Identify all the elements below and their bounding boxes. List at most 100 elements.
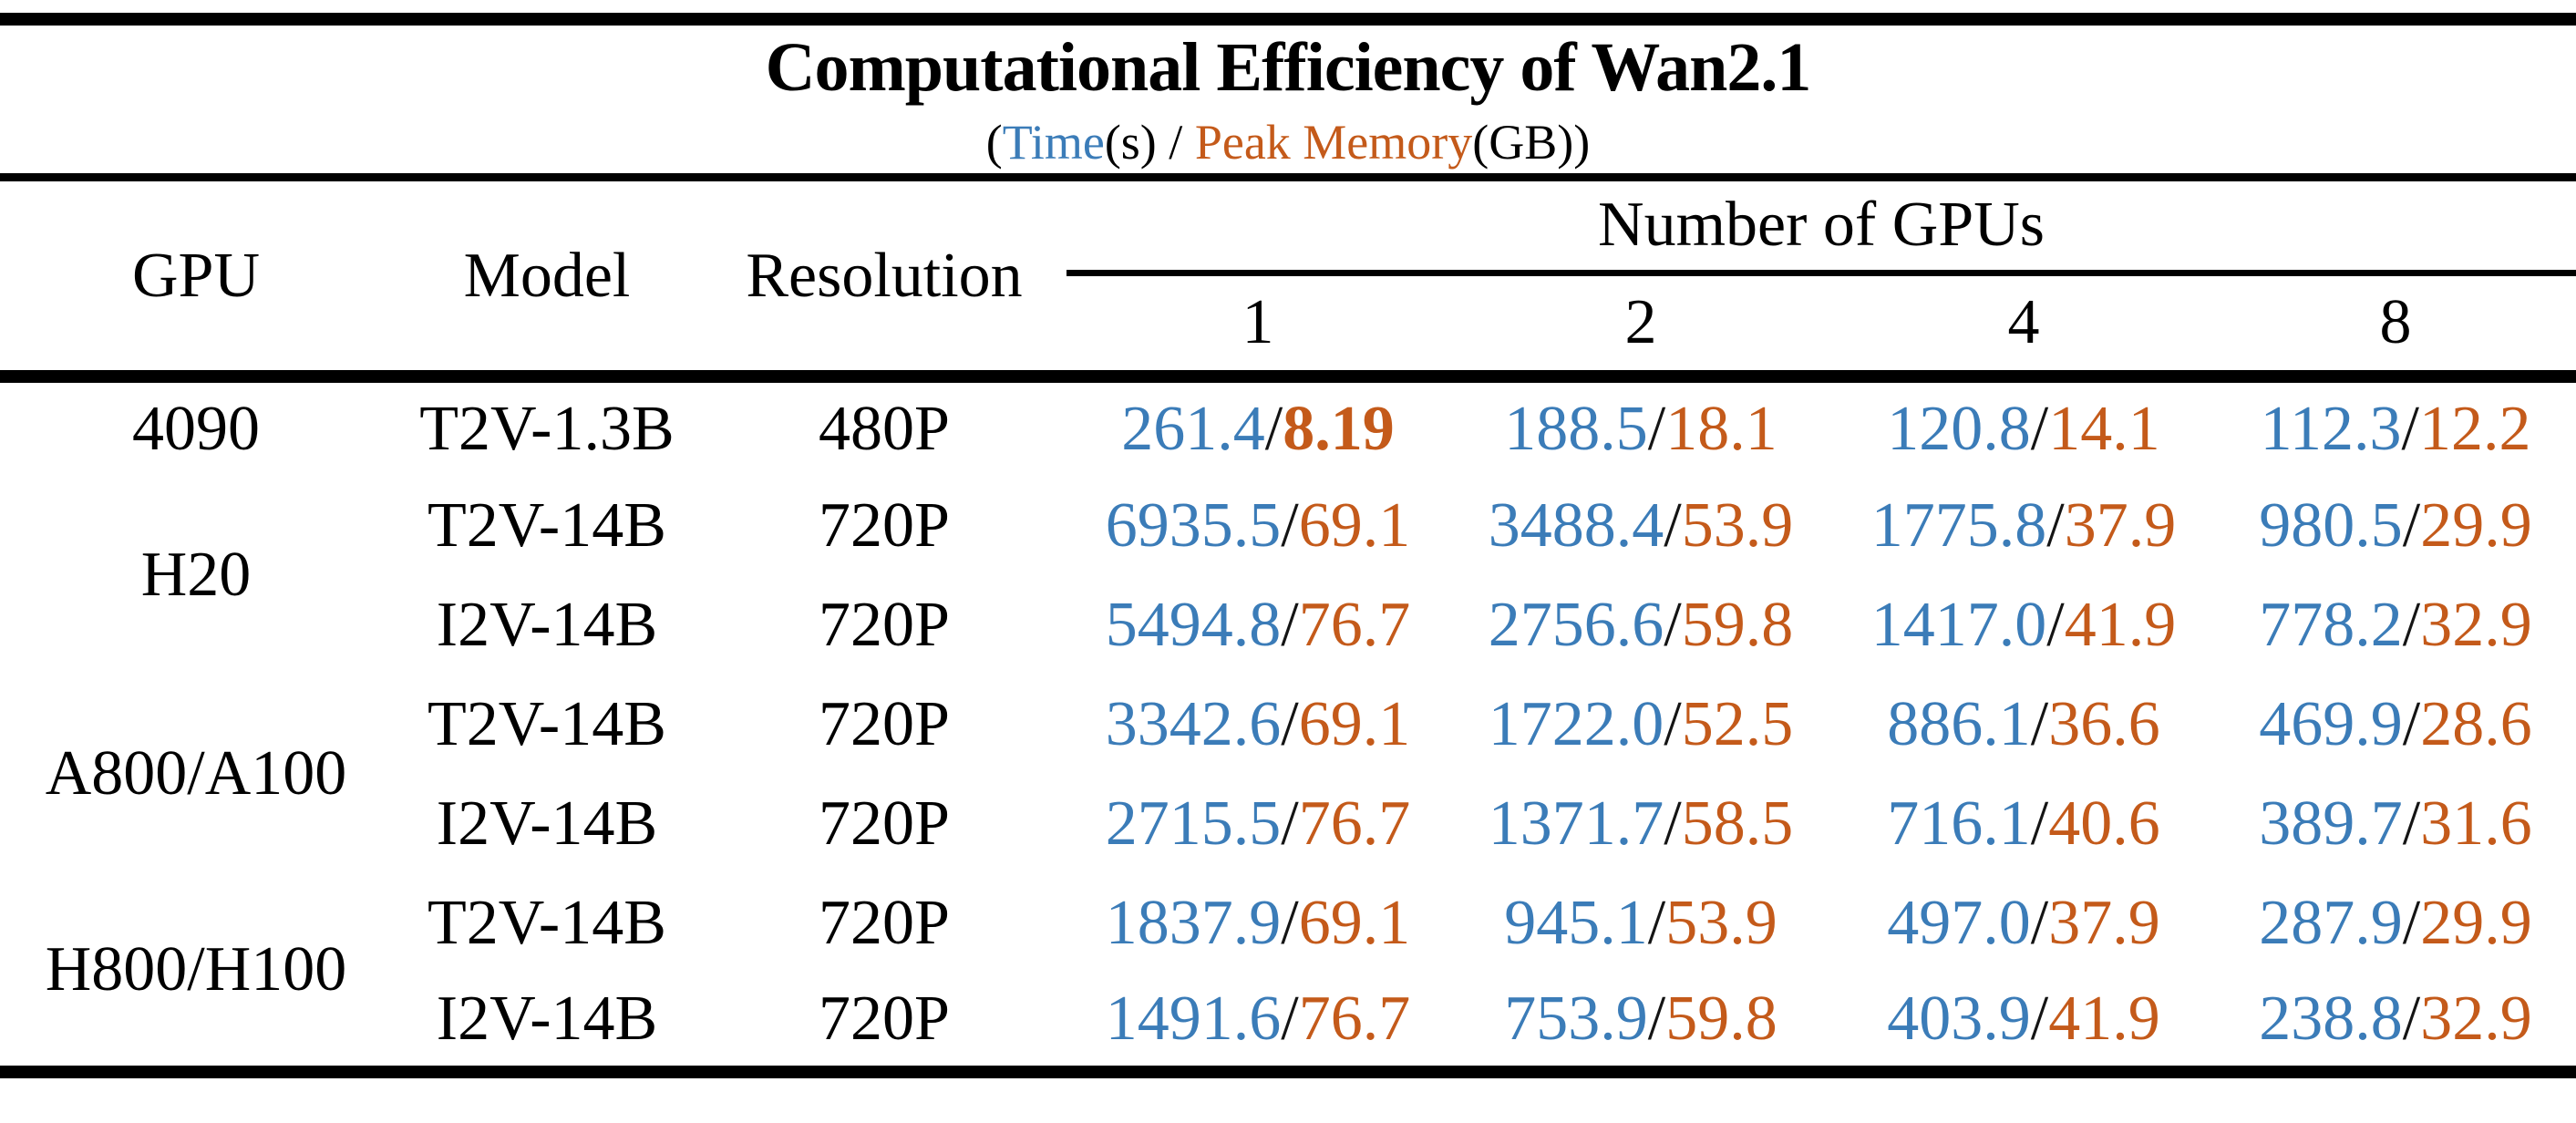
- metric-cell: 1371.7/58.5: [1449, 774, 1832, 873]
- cell-model: T2V-14B: [428, 489, 666, 561]
- memory-value: 40.6: [2048, 788, 2160, 859]
- memory-value: 59.8: [1681, 589, 1794, 660]
- slash-separator: /: [2030, 984, 2049, 1054]
- header-model: Model: [463, 240, 631, 311]
- time-value: 3342.6: [1105, 688, 1282, 759]
- header-gpu-count-8: 8: [2379, 287, 2412, 358]
- cell-model: I2V-14B: [436, 788, 658, 859]
- memory-value: 76.7: [1298, 984, 1411, 1054]
- metric-cell: 497.0/37.9: [1832, 873, 2215, 973]
- memory-value: 14.1: [2048, 394, 2160, 464]
- memory-value: 12.2: [2418, 394, 2531, 464]
- time-unit-label: (s): [1104, 114, 1157, 170]
- time-value: 1837.9: [1105, 887, 1282, 958]
- time-value: 2756.6: [1488, 589, 1664, 660]
- memory-value: 29.9: [2420, 887, 2532, 958]
- slash-separator: /: [2402, 984, 2421, 1054]
- memory-value: 8.19: [1283, 394, 1395, 464]
- header-top-rule: [0, 173, 2576, 181]
- slash-separator: /: [1647, 887, 1666, 958]
- slash-separator: /: [1281, 589, 1299, 660]
- slash-separator: /: [2401, 394, 2419, 464]
- metric-cell: 2715.5/76.7: [1066, 774, 1449, 873]
- cell-gpu: H20: [140, 540, 252, 610]
- memory-legend-label: Peak Memory: [1194, 114, 1473, 170]
- cell-model: T2V-1.3B: [419, 394, 675, 464]
- cell-model: I2V-14B: [436, 589, 658, 660]
- slash-separator: /: [1664, 589, 1682, 660]
- metric-cell: 778.2/32.9: [2215, 575, 2576, 675]
- slash-separator: /: [1664, 489, 1682, 561]
- time-value: 1417.0: [1870, 589, 2047, 660]
- slash-separator: /: [2402, 788, 2421, 859]
- cell-resolution: 720P: [819, 984, 950, 1054]
- slash-separator: /: [1281, 887, 1299, 958]
- memory-value: 69.1: [1298, 688, 1411, 759]
- time-value: 1371.7: [1488, 788, 1664, 859]
- header-gpu: GPU: [131, 240, 261, 311]
- efficiency-table: GPU Model Resolution Number of GPUs 1 2 …: [0, 181, 2576, 1078]
- metric-cell: 2756.6/59.8: [1449, 575, 1832, 675]
- time-value: 1491.6: [1105, 984, 1282, 1054]
- memory-value: 37.9: [2048, 887, 2160, 958]
- memory-value: 41.9: [2064, 589, 2177, 660]
- metric-cell: 1775.8/37.9: [1832, 476, 2215, 575]
- time-value: 1775.8: [1870, 489, 2047, 561]
- metric-cell: 261.4/8.19: [1066, 376, 1449, 476]
- metric-cell: 1722.0/52.5: [1449, 675, 1832, 774]
- cell-resolution: 720P: [819, 688, 950, 759]
- metric-cell: 188.5/18.1: [1449, 376, 1832, 476]
- table-caption: Computational Efficiency of Wan2.1 (Time…: [0, 26, 2576, 173]
- cell-model: T2V-14B: [428, 887, 666, 958]
- metric-cell: 3488.4/53.9: [1449, 476, 1832, 575]
- slash-separator: /: [1281, 788, 1299, 859]
- time-value: 238.8: [2259, 984, 2403, 1054]
- slash-separator: /: [1281, 984, 1299, 1054]
- time-value: 497.0: [1887, 887, 2031, 958]
- table-subtitle: (Time(s) / Peak Memory(GB)): [986, 118, 1590, 167]
- cell-model: T2V-14B: [428, 688, 666, 759]
- time-value: 389.7: [2259, 788, 2403, 859]
- time-value: 945.1: [1504, 887, 1648, 958]
- slash-separator: /: [1281, 688, 1299, 759]
- metric-cell: 716.1/40.6: [1832, 774, 2215, 873]
- time-value: 120.8: [1887, 394, 2031, 464]
- metric-cell: 469.9/28.6: [2215, 675, 2576, 774]
- memory-value: 41.9: [2048, 984, 2160, 1054]
- slash-separator: /: [2402, 489, 2421, 561]
- cell-resolution: 720P: [819, 489, 950, 561]
- table-row: A800/A100 T2V-14B 720P 3342.6/69.1 1722.…: [0, 675, 2576, 806]
- time-value: 261.4: [1121, 394, 1265, 464]
- subtitle-separator: /: [1156, 114, 1195, 170]
- metric-cell: 238.8/32.9: [2215, 973, 2576, 1072]
- time-value: 403.9: [1887, 984, 2031, 1054]
- metric-cell: 389.7/31.6: [2215, 774, 2576, 873]
- memory-value: 29.9: [2420, 489, 2532, 561]
- table-row: 4090 T2V-1.3B 480P 261.4/8.19 188.5/18.1…: [0, 376, 2576, 476]
- slash-separator: /: [1647, 394, 1666, 464]
- time-value: 2715.5: [1105, 788, 1282, 859]
- table-row: I2V-14B 720P 5494.8/76.7 2756.6/59.8 141…: [0, 575, 2576, 675]
- slash-separator: /: [2402, 688, 2421, 759]
- slash-separator: /: [2030, 688, 2049, 759]
- metric-cell: 120.8/14.1: [1832, 376, 2215, 476]
- metric-cell: 1491.6/76.7: [1066, 973, 1449, 1072]
- memory-value: 37.9: [2064, 489, 2177, 561]
- metric-cell: 945.1/53.9: [1449, 873, 1832, 973]
- header-gpu-count-1: 1: [1242, 287, 1274, 358]
- memory-value: 53.9: [1665, 887, 1777, 958]
- slash-separator: /: [1281, 489, 1299, 561]
- time-value: 112.3: [2260, 394, 2402, 464]
- time-value: 753.9: [1504, 984, 1648, 1054]
- cell-resolution: 720P: [819, 788, 950, 859]
- time-value: 778.2: [2259, 589, 2403, 660]
- metric-cell: 1837.9/69.1: [1066, 873, 1449, 973]
- time-value: 3488.4: [1488, 489, 1664, 561]
- metric-cell: 5494.8/76.7: [1066, 575, 1449, 675]
- memory-value: 53.9: [1681, 489, 1794, 561]
- metric-cell: 886.1/36.6: [1832, 675, 2215, 774]
- header-gpu-count-4: 4: [2007, 287, 2040, 358]
- cell-gpu: H800/H100: [45, 933, 347, 1005]
- table-title: Computational Efficiency of Wan2.1: [765, 29, 1812, 107]
